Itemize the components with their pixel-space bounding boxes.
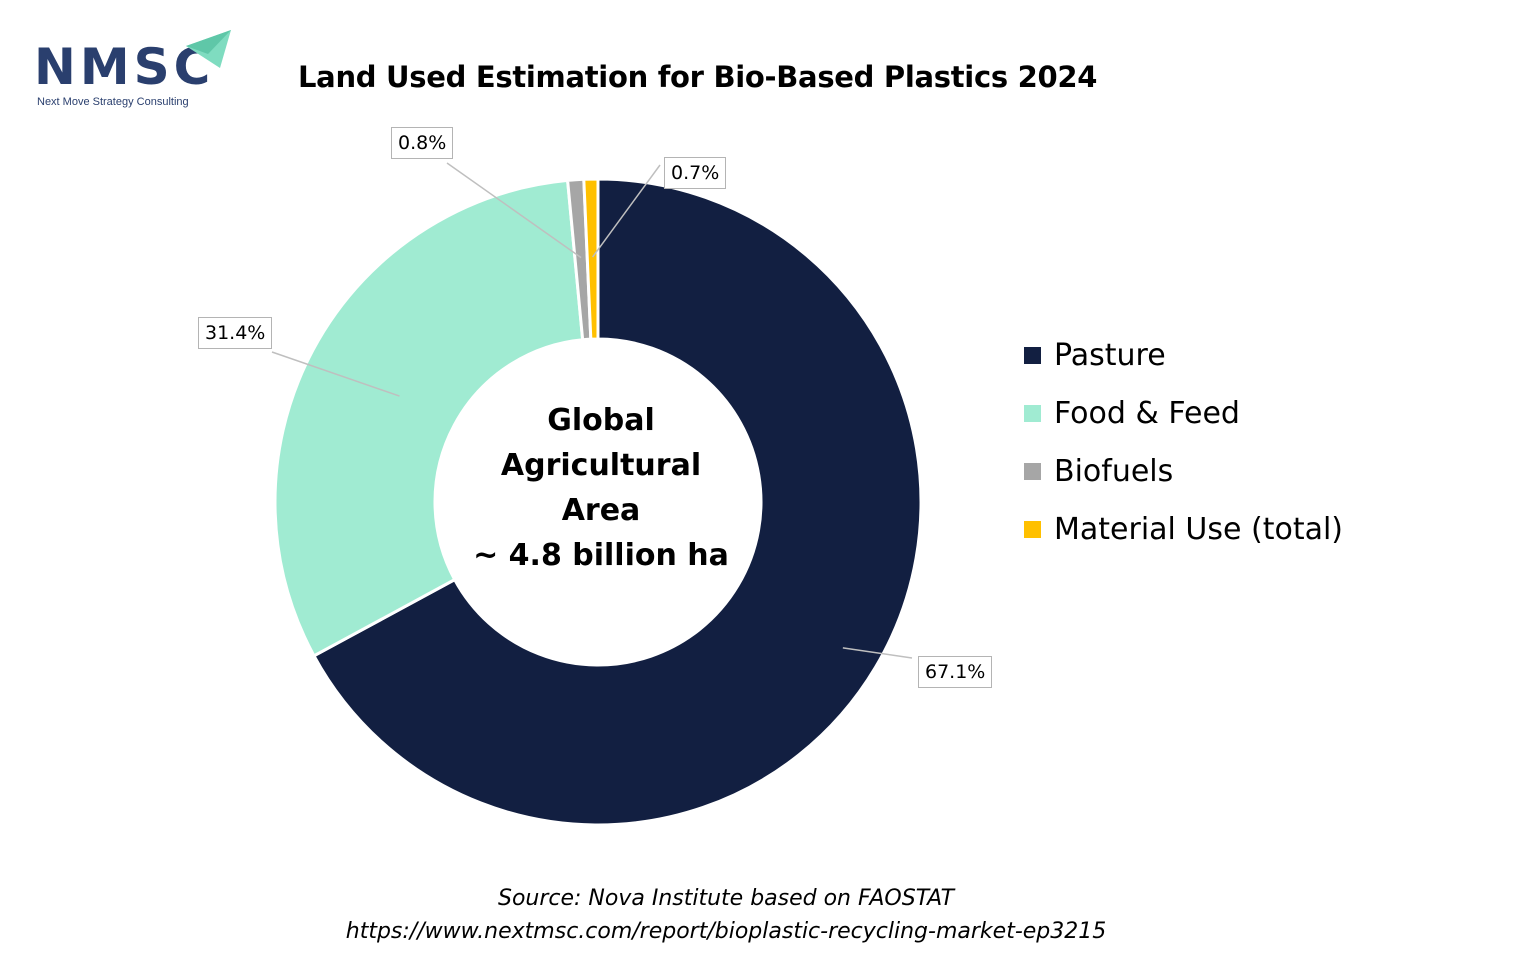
legend-item-pasture: Pasture — [1024, 326, 1343, 384]
logo-tagline: Next Move Strategy Consulting — [37, 96, 189, 108]
legend-item-biofuels: Biofuels — [1024, 442, 1343, 500]
logo-wordmark: NMSC — [34, 38, 215, 96]
slice-material-use — [582, 177, 600, 341]
data-label-biofuels: 0.8% — [391, 127, 454, 159]
data-label-pasture: 67.1% — [918, 656, 993, 688]
legend-swatch-food-feed — [1024, 404, 1041, 422]
slice-pasture — [311, 177, 923, 827]
center-label-line-4: ~ 4.8 billion ha — [473, 538, 729, 573]
data-label-material-use: 0.7% — [664, 157, 727, 189]
slice-food-feed — [273, 178, 585, 658]
legend-label-food-feed: Food & Feed — [1054, 395, 1240, 431]
chart-legend: Pasture Food & Feed Biofuels Material Us… — [1024, 326, 1343, 558]
brand-logo: NMSC Next Move Strategy Consulting — [34, 28, 244, 114]
legend-item-material-use: Material Use (total) — [1024, 500, 1343, 558]
center-label-line-3: Area — [561, 493, 641, 528]
center-label-line-1: Global — [547, 403, 655, 438]
leader-line-material-use — [592, 164, 661, 258]
legend-swatch-biofuels — [1024, 462, 1041, 480]
leader-line-pasture — [842, 647, 913, 659]
paper-plane-icon — [186, 30, 231, 68]
chart-title: Land Used Estimation for Bio-Based Plast… — [298, 60, 1098, 94]
legend-label-material-use: Material Use (total) — [1054, 511, 1343, 547]
source-url: https://www.nextmsc.com/report/bioplasti… — [345, 919, 1107, 944]
legend-label-biofuels: Biofuels — [1054, 453, 1174, 489]
leader-line-biofuels — [446, 162, 582, 259]
source-text: Source: Nova Institute based on FAOSTAT — [497, 886, 955, 911]
legend-item-food-feed: Food & Feed — [1024, 384, 1343, 442]
center-label-line-2: Agricultural — [500, 448, 702, 483]
leader-line-food-feed — [271, 351, 400, 397]
legend-swatch-pasture — [1024, 346, 1041, 364]
legend-label-pasture: Pasture — [1054, 337, 1166, 373]
legend-swatch-material-use — [1024, 520, 1041, 538]
data-label-food-feed: 31.4% — [198, 317, 273, 349]
